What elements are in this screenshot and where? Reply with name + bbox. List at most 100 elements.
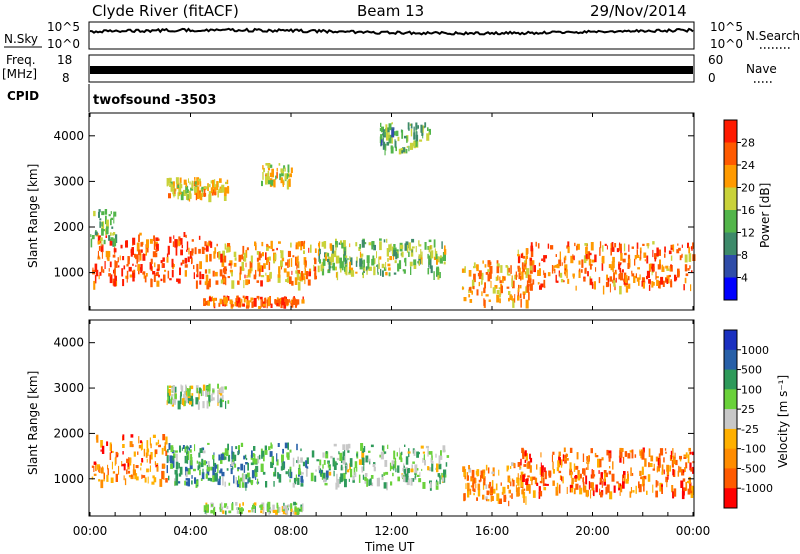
- heatmap-cell: [204, 510, 207, 513]
- heatmap-cell: [414, 470, 416, 479]
- x-tick-label: 00:00: [676, 524, 711, 538]
- heatmap-cell: [238, 475, 240, 484]
- heatmap-cell: [358, 247, 361, 251]
- heatmap-cell: [436, 256, 440, 263]
- heatmap-cell: [382, 445, 385, 455]
- heatmap-cell: [658, 249, 661, 256]
- heatmap-cell: [222, 476, 224, 486]
- heatmap-cell: [276, 172, 278, 179]
- heatmap-cell: [559, 272, 563, 278]
- heatmap-cell: [178, 463, 180, 469]
- heatmap-cell: [216, 243, 218, 247]
- heatmap-cell: [528, 484, 531, 490]
- heatmap-cell: [683, 487, 686, 492]
- heatmap-cell: [411, 238, 415, 243]
- heatmap-cell: [436, 259, 438, 265]
- heatmap-cell: [367, 458, 371, 462]
- heatmap-cell: [338, 257, 342, 264]
- heatmap-cell: [268, 446, 271, 451]
- heatmap-cell: [330, 257, 332, 266]
- heatmap-cell: [146, 440, 149, 449]
- heatmap-cell: [606, 449, 609, 456]
- heatmap-cell: [282, 505, 285, 510]
- heatmap-cell: [300, 457, 303, 463]
- heatmap-cell: [200, 478, 203, 481]
- colorbar-tick-label: -1000: [741, 482, 773, 495]
- heatmap-cell: [204, 281, 208, 286]
- heatmap-cell: [98, 211, 100, 218]
- colorbar-tick-label: 8: [741, 249, 748, 262]
- heatmap-cell: [614, 272, 617, 275]
- heatmap-cell: [205, 504, 208, 508]
- velocity-colorbar-frame: [723, 329, 738, 509]
- heatmap-cell: [223, 266, 227, 275]
- heatmap-cell: [198, 391, 200, 400]
- heatmap-cell: [536, 482, 539, 486]
- heatmap-cell: [361, 457, 365, 465]
- heatmap-cell: [388, 267, 391, 271]
- noise-left-tick-top: 10^5: [47, 20, 80, 34]
- heatmap-cell: [521, 489, 525, 495]
- heatmap-cell: [363, 266, 366, 272]
- colorbar-swatch: [724, 142, 737, 166]
- heatmap-cell: [208, 383, 211, 392]
- heatmap-cell: [402, 269, 406, 272]
- heatmap-cell: [602, 245, 604, 252]
- heatmap-cell: [523, 498, 525, 503]
- heatmap-cell: [183, 398, 185, 407]
- heatmap-cell: [300, 472, 304, 475]
- heatmap-cell: [321, 241, 325, 247]
- heatmap-cell: [527, 475, 530, 478]
- heatmap-cell: [427, 127, 429, 131]
- heatmap-cell: [290, 167, 293, 173]
- heatmap-cell: [359, 258, 363, 267]
- heatmap-cell: [655, 271, 657, 280]
- heatmap-cell: [350, 468, 353, 478]
- heatmap-cell: [422, 451, 425, 454]
- heatmap-cell: [416, 474, 420, 477]
- heatmap-cell: [237, 280, 240, 285]
- heatmap-cell: [184, 270, 187, 277]
- heatmap-cell: [188, 447, 191, 451]
- heatmap-cell: [185, 391, 187, 398]
- heatmap-cell: [219, 298, 223, 305]
- heatmap-cell: [524, 266, 526, 270]
- heatmap-cell: [198, 461, 201, 469]
- heatmap-cell: [198, 248, 201, 254]
- heatmap-cell: [685, 273, 689, 277]
- heatmap-cell: [150, 443, 152, 449]
- heatmap-cell: [245, 295, 248, 299]
- heatmap-cell: [174, 469, 178, 475]
- heatmap-cell: [685, 481, 688, 491]
- heatmap-cell: [661, 471, 664, 475]
- heatmap-cell: [213, 298, 217, 301]
- heatmap-cell: [269, 271, 272, 279]
- heatmap-cell: [189, 449, 192, 453]
- heatmap-cell: [435, 453, 437, 458]
- heatmap-cell: [255, 458, 258, 464]
- heatmap-cell: [226, 247, 230, 253]
- heatmap-cell: [517, 487, 520, 496]
- heatmap-cell: [227, 400, 230, 404]
- heatmap-cell: [243, 455, 246, 460]
- heatmap-cell: [146, 273, 148, 277]
- heatmap-cell: [322, 472, 326, 480]
- heatmap-cell: [290, 303, 294, 308]
- heatmap-cell: [383, 482, 387, 489]
- heatmap-cell: [122, 434, 125, 441]
- heatmap-cell: [101, 222, 103, 227]
- heatmap-cell: [132, 272, 135, 282]
- heatmap-cell: [153, 235, 155, 242]
- heatmap-cell: [170, 463, 173, 469]
- heatmap-cell: [265, 163, 268, 166]
- heatmap-cell: [623, 471, 626, 479]
- heatmap-cell: [238, 254, 242, 262]
- heatmap-cell: [666, 480, 668, 488]
- heatmap-cell: [503, 494, 507, 502]
- heatmap-cell: [224, 481, 226, 487]
- heatmap-cell: [255, 475, 257, 480]
- heatmap-cell: [383, 239, 386, 243]
- heatmap-cell: [270, 164, 273, 168]
- heatmap-cell: [345, 255, 348, 258]
